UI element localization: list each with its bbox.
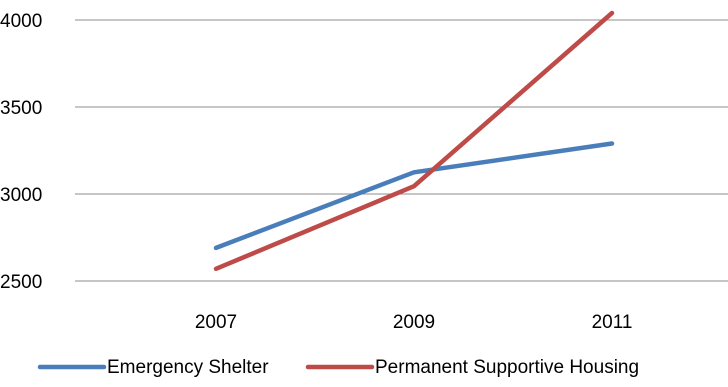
gridlines [75, 19, 728, 282]
y-tick-label: 2500 [0, 272, 42, 293]
legend-label: Permanent Supportive Housing [375, 357, 639, 378]
series-line-emergency-shelter [213, 141, 615, 251]
series-line-permanent-supportive-housing [213, 10, 615, 272]
series-lines [213, 10, 615, 272]
legend: Emergency Shelter Permanent Supportive Ho… [37, 357, 639, 378]
legend-label: Emergency Shelter [107, 357, 269, 378]
x-tick-label: 2009 [393, 312, 435, 333]
x-tick-label: 2011 [592, 312, 633, 333]
y-tick-label: 3000 [0, 185, 42, 206]
y-axis-tick-labels: 2500 3000 3500 4000 [0, 11, 42, 293]
x-tick-label: 2007 [195, 312, 237, 333]
x-axis-tick-labels: 2007 2009 2011 [195, 312, 633, 333]
y-tick-label: 4000 [0, 11, 42, 32]
y-tick-label: 3500 [0, 98, 42, 119]
